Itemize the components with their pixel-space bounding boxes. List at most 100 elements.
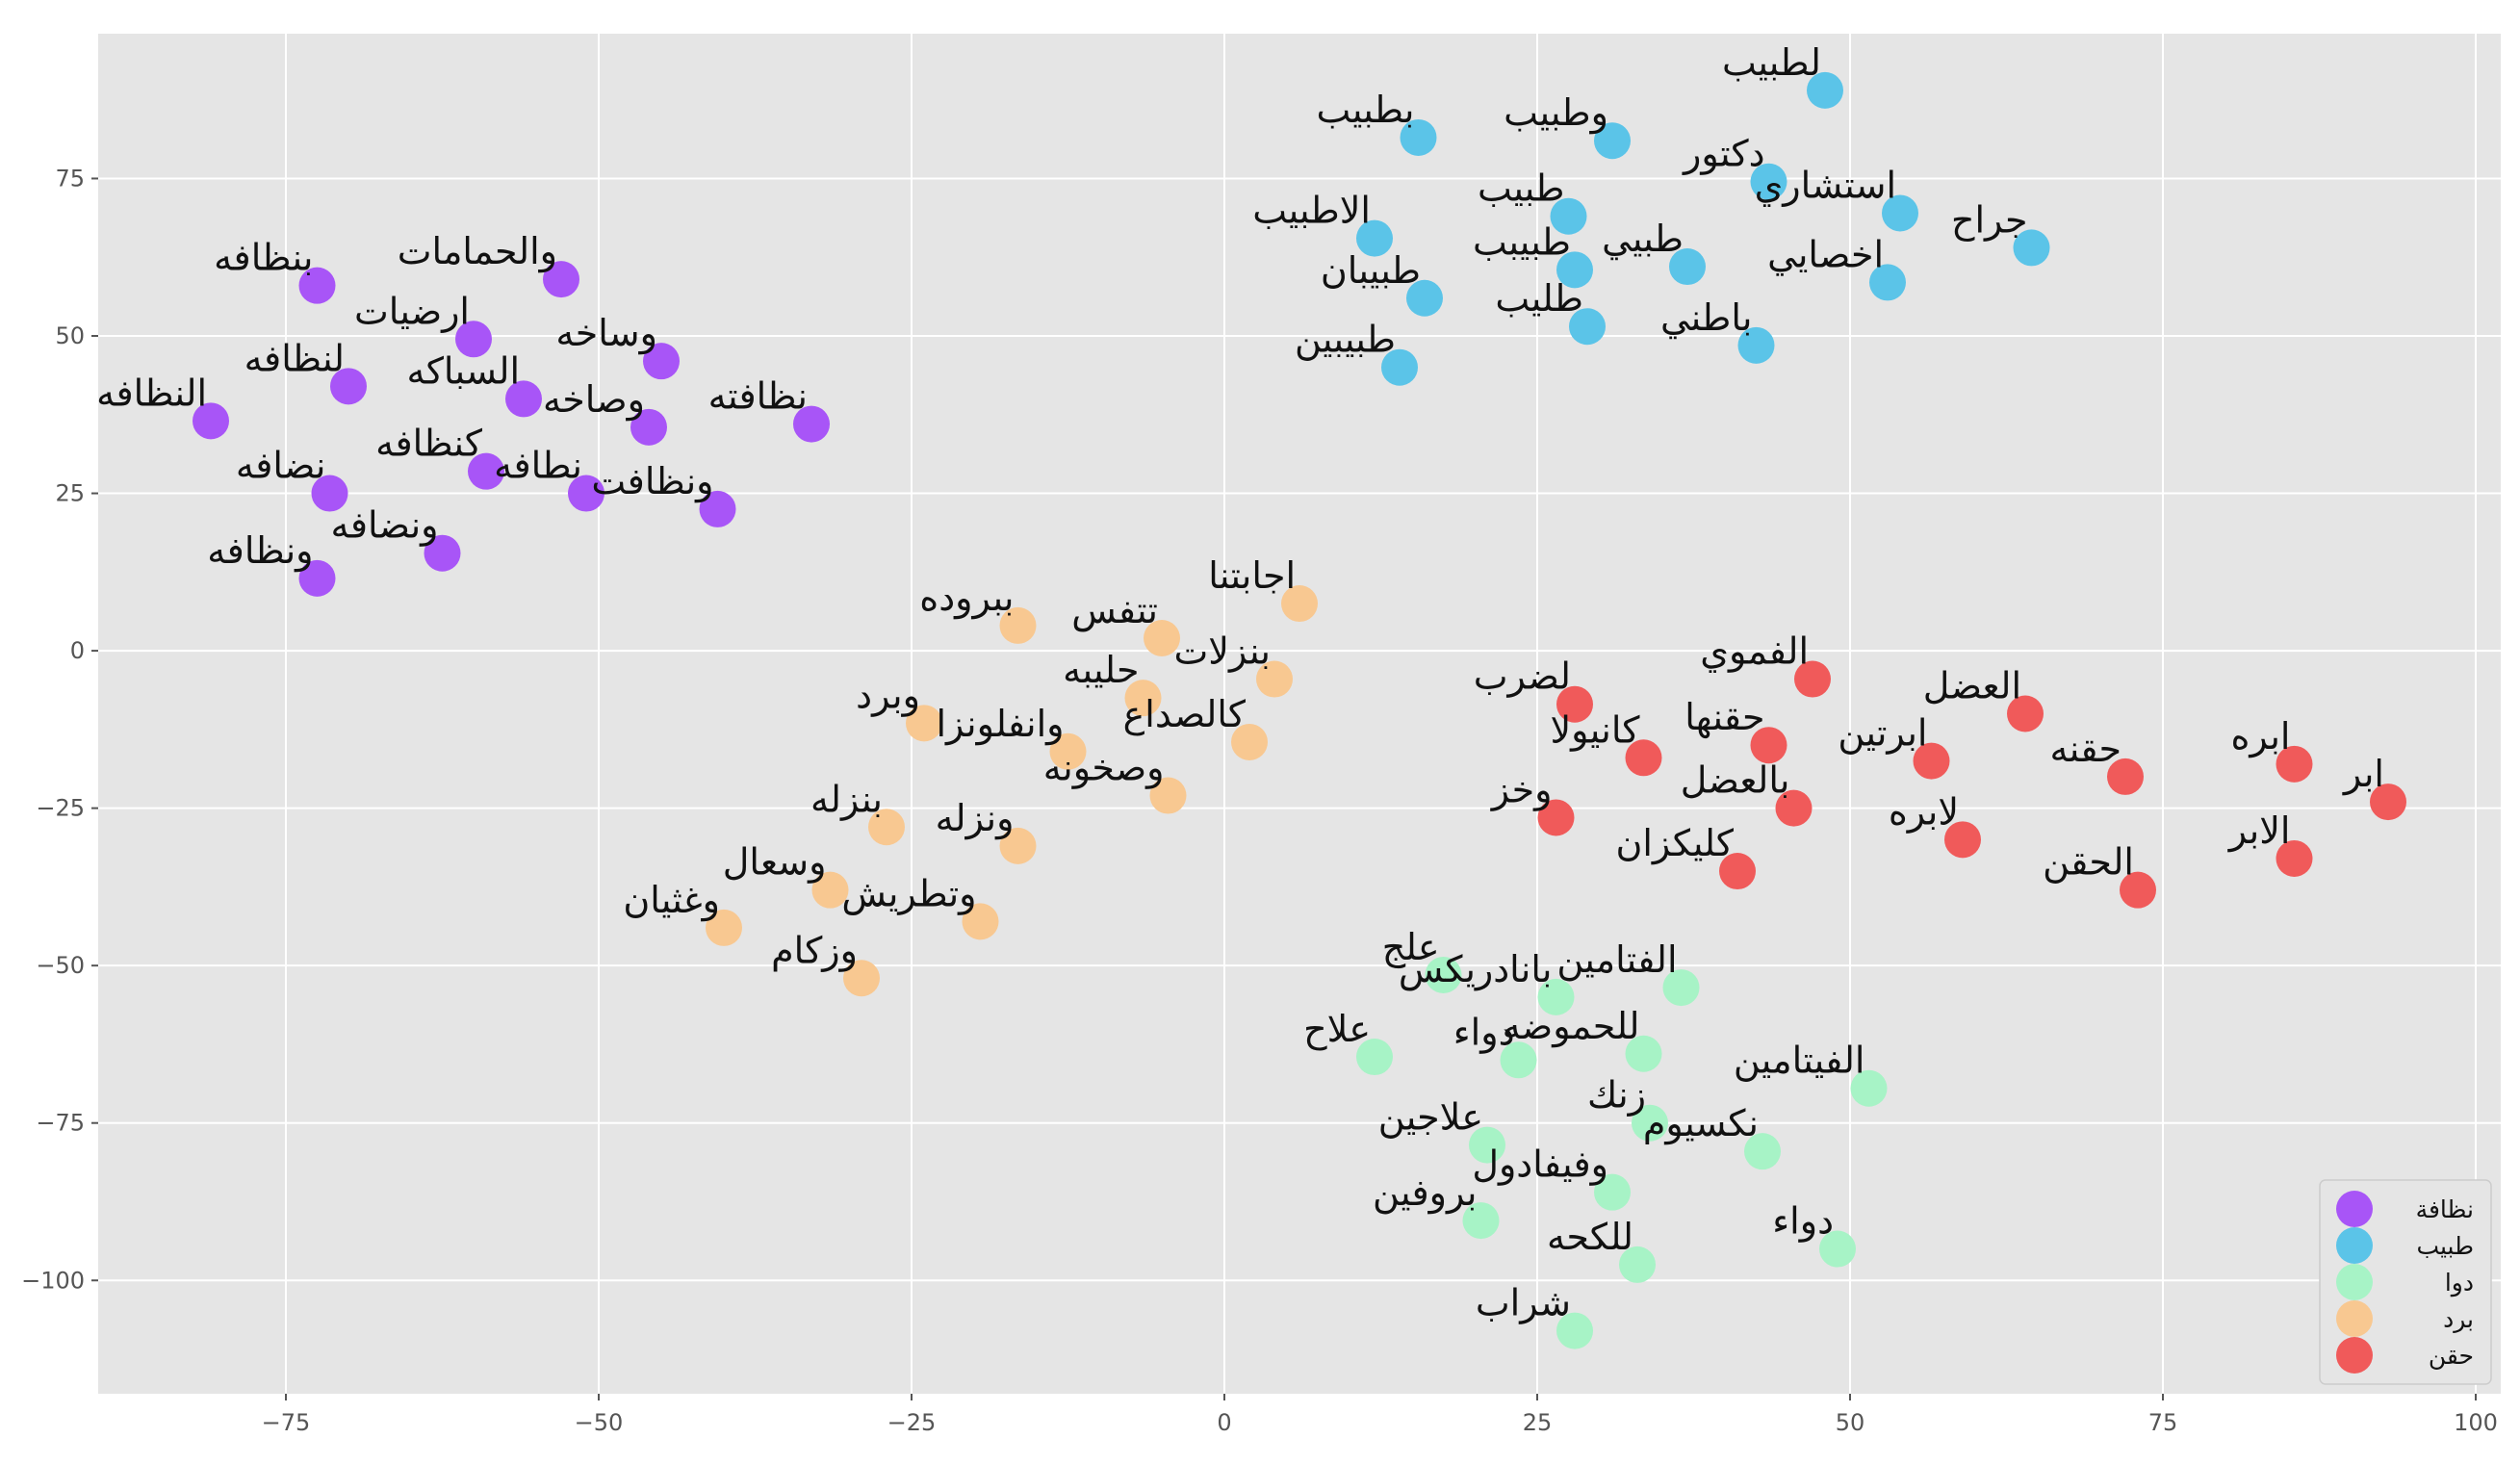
data-point [868, 809, 905, 846]
point-label: والحمامات [398, 230, 557, 273]
data-point [543, 261, 579, 298]
point-label: نطافه [494, 445, 582, 487]
point-label: السباكه [406, 349, 520, 392]
point-label: كليكزان [1615, 822, 1734, 865]
data-point [906, 705, 942, 742]
data-point [1750, 163, 1787, 200]
point-label: علاح [1303, 1008, 1371, 1050]
point-label: وفيفادول [1472, 1143, 1608, 1187]
data-point [1500, 1041, 1537, 1079]
point-label: لابره [1889, 790, 1959, 834]
x-tick-label: −75 [262, 1409, 311, 1436]
y-tick-label: 0 [70, 637, 85, 664]
point-label: العضل [1923, 665, 2021, 707]
data-point [1556, 251, 1593, 289]
point-label: نضافه [236, 445, 326, 487]
data-point [1550, 197, 1587, 235]
point-label: زنك [1587, 1074, 1646, 1117]
data-point [999, 606, 1037, 644]
x-tick-label: 25 [1523, 1409, 1553, 1436]
point-label: حقنه [2049, 728, 2121, 770]
point-label: لنظافه [244, 337, 345, 379]
point-label: طبيب [1478, 167, 1565, 210]
data-point [1819, 1230, 1856, 1268]
point-label: وساخه [555, 312, 657, 355]
data-point [1882, 194, 1918, 232]
data-point [193, 402, 229, 440]
point-label: وانفلونزا [936, 703, 1064, 746]
point-label: طبيبب [1473, 220, 1571, 263]
point-label: اخصايي [1767, 233, 1884, 275]
point-label: بروفين [1373, 1171, 1477, 1215]
data-point [424, 534, 461, 572]
data-point [1281, 585, 1318, 623]
point-label: كنظافه [375, 423, 483, 465]
legend-marker [2336, 1300, 2373, 1337]
point-label: دواء [1453, 1011, 1515, 1054]
data-point [1625, 1035, 1662, 1072]
data-point [1719, 853, 1756, 890]
point-label: وتطريش [841, 872, 976, 915]
data-point [1594, 122, 1631, 160]
legend-marker [2336, 1191, 2373, 1227]
data-point [2107, 758, 2144, 795]
legend-label: دوا [2445, 1269, 2474, 1297]
x-tick-label: 75 [2148, 1409, 2178, 1436]
x-tick-label: −25 [887, 1409, 937, 1436]
point-label: علاجين [1378, 1096, 1483, 1140]
x-tick-label: 0 [1217, 1409, 1231, 1436]
data-point [793, 405, 830, 443]
data-point [706, 909, 742, 946]
data-point [1149, 777, 1187, 814]
plot-area [98, 34, 2501, 1394]
point-label: وخز [1490, 768, 1553, 811]
data-point [1632, 1104, 1668, 1142]
data-point [1619, 1246, 1656, 1283]
data-point [1750, 727, 1787, 764]
point-label: كانيولا [1550, 708, 1640, 752]
data-point [1144, 620, 1180, 656]
point-label: نكسيوم [1643, 1102, 1759, 1145]
data-point [1850, 1069, 1888, 1107]
x-tick-label: 50 [1836, 1409, 1865, 1436]
legend-label: طبيب [2416, 1232, 2474, 1260]
data-point [1944, 821, 1981, 859]
data-point [1669, 248, 1706, 286]
data-point [2276, 745, 2313, 783]
y-tick-label: −100 [21, 1267, 85, 1294]
y-tick-label: 25 [55, 480, 85, 507]
point-label: علج [1382, 926, 1440, 969]
point-label: حقنها [1684, 696, 1764, 739]
point-label: دكتور [1682, 133, 1764, 176]
point-label: الاطبيب [1252, 190, 1371, 232]
legend-marker [2336, 1337, 2373, 1374]
data-point [298, 559, 336, 597]
data-point [1256, 660, 1293, 698]
point-label: بالعضل [1681, 759, 1790, 802]
data-point [2276, 839, 2313, 877]
point-label: الفيتامين [1734, 1040, 1865, 1083]
data-point [455, 321, 492, 358]
data-point [1381, 348, 1418, 386]
data-point [1537, 978, 1575, 1015]
data-point [1744, 1133, 1781, 1170]
data-point [1913, 742, 1950, 780]
point-label: نظافته [708, 375, 808, 418]
point-label: طليب [1495, 277, 1583, 320]
data-point [2370, 783, 2406, 821]
point-label: جراح [1951, 198, 2028, 242]
point-label: شراب [1476, 1282, 1571, 1325]
data-point [2007, 695, 2044, 732]
point-label: لضرب [1474, 655, 1571, 699]
data-point [1556, 1312, 1593, 1349]
data-point [1775, 789, 1813, 827]
data-point [1356, 219, 1393, 257]
point-label: كالصداع [1123, 693, 1247, 735]
point-label: وبرد [856, 674, 920, 717]
data-point [1124, 680, 1162, 717]
data-points [193, 71, 2406, 1349]
point-label: ونظافه [207, 529, 313, 573]
y-tick-label: 75 [55, 165, 85, 192]
data-point [699, 490, 736, 527]
data-point [1807, 71, 1843, 109]
